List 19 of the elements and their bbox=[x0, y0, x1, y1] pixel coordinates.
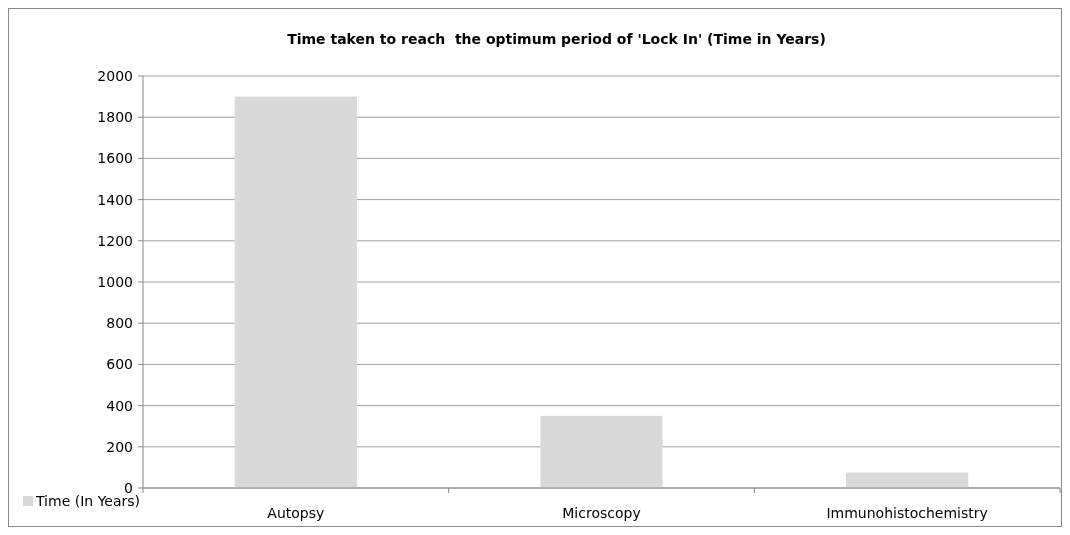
bar bbox=[234, 96, 357, 488]
x-tick-label: Autopsy bbox=[267, 505, 325, 521]
y-tick-label: 800 bbox=[106, 315, 133, 332]
y-tick-label: 1800 bbox=[97, 109, 133, 126]
x-tick-label: Immunohistochemistry bbox=[826, 505, 988, 521]
y-tick-label: 1000 bbox=[97, 273, 133, 290]
y-tick-label: 600 bbox=[106, 356, 133, 373]
y-tick-label: 1400 bbox=[97, 191, 133, 208]
legend-label: Time (In Years) bbox=[35, 493, 141, 509]
y-tick-label: 1600 bbox=[97, 150, 133, 167]
y-tick-label: 0 bbox=[124, 479, 133, 496]
chart-title: Time taken to reach the optimum period of 'Lock In' (Time in Years) bbox=[287, 31, 826, 47]
bar bbox=[540, 415, 663, 488]
y-tick-label: 400 bbox=[106, 397, 133, 414]
y-tick-label: 2000 bbox=[97, 67, 133, 84]
y-tick-label: 1200 bbox=[97, 232, 133, 249]
x-tick-label: Microscopy bbox=[562, 505, 641, 521]
bar bbox=[846, 472, 969, 488]
y-tick-label: 200 bbox=[106, 438, 133, 455]
